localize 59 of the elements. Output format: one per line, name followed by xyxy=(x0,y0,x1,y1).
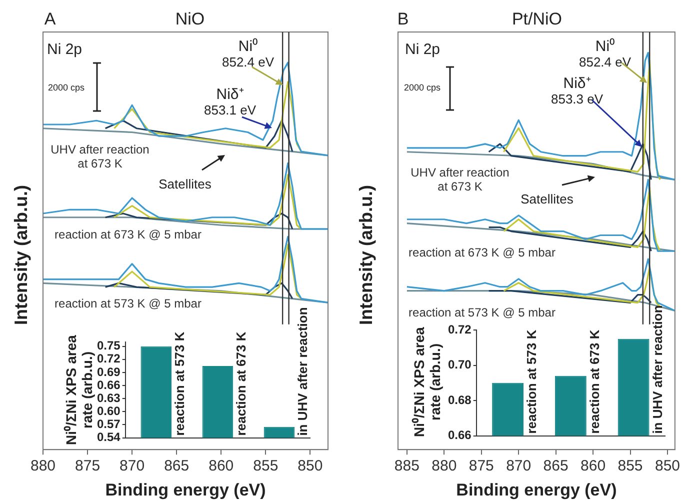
series-label: reaction at 573 K @ 5 mbar xyxy=(54,296,202,310)
text: B xyxy=(397,10,409,29)
x-tick-label: 855 xyxy=(253,458,278,475)
ref-line-label: Niδ⁺ 853.1 eV xyxy=(204,86,256,118)
x-tick-label: 860 xyxy=(580,458,606,475)
y-axis-title: Intensity (arb.u.) xyxy=(356,184,376,326)
x-tick-label: in UHV after reaction xyxy=(650,305,665,434)
annotation: Satellites xyxy=(520,192,574,207)
y-tick-label: 0.54 xyxy=(96,430,121,444)
series-label: UHV after reaction at 673 K xyxy=(50,142,150,170)
x-tick-label: 875 xyxy=(75,458,100,475)
series-label: reaction at 673 K @ 5 mbar xyxy=(408,245,556,260)
ref-line-label: Niδ⁺ 853.3 eV xyxy=(550,75,604,107)
annotation: Satellites xyxy=(158,176,212,192)
y-tick-label: 0.70 xyxy=(448,358,472,372)
y-axis-title: Ni⁰/ΣNi XPS area rate (arb.u.) xyxy=(410,326,443,437)
y-tick-label: 0.63 xyxy=(96,390,121,405)
ref-line-label: Ni⁰ 852.4 eV xyxy=(222,38,274,70)
x-tick-label: 860 xyxy=(208,458,234,475)
x-tick-label: 885 xyxy=(394,458,420,475)
y-tick-label: 0.57 xyxy=(96,417,121,432)
series-label: UHV after reaction at 673 K xyxy=(410,165,510,194)
x-tick-label: reaction at 573 K xyxy=(172,331,188,436)
y-axis-title: Ni⁰/ΣNi XPS area rate (arb.u.) xyxy=(62,334,95,445)
x-tick-label: 850 xyxy=(654,458,680,475)
x-tick-label: 855 xyxy=(618,458,643,475)
x-axis-title: Binding energy (eV) xyxy=(456,480,617,500)
y-tick-label: 0.60 xyxy=(96,404,121,418)
ref-line-label: Ni⁰ 852.4 eV xyxy=(578,38,632,70)
y-tick-label: 0.68 xyxy=(448,392,472,407)
series-label: reaction at 573 K @ 5 mbar xyxy=(408,305,556,320)
chart-title: NiO xyxy=(175,10,205,29)
series-label: reaction at 673 K @ 5 mbar xyxy=(54,227,202,242)
text: Ni 2p xyxy=(47,41,82,58)
annotation: Ni 2p xyxy=(405,41,440,58)
x-tick-label: reaction at 673 K xyxy=(586,329,602,434)
x-axis-title: Binding energy (eV) xyxy=(105,480,266,500)
y-tick-label: 0.72 xyxy=(96,352,121,366)
chart-title: Pt/NiO xyxy=(512,10,562,29)
x-tick-label: 865 xyxy=(164,458,190,475)
x-tick-label: 875 xyxy=(468,458,494,475)
x-tick-label: 850 xyxy=(298,458,323,475)
y-tick-label: 0.69 xyxy=(96,364,121,379)
x-tick-label: 865 xyxy=(543,458,568,475)
annotation: 2000 cps xyxy=(48,82,86,92)
x-tick-label: 880 xyxy=(432,458,457,475)
y-tick-label: 0.75 xyxy=(96,338,121,353)
x-tick-label: 880 xyxy=(30,458,56,475)
y-tick-label: 0.66 xyxy=(448,428,472,442)
text: A xyxy=(44,10,56,29)
y-tick-label: 0.66 xyxy=(96,378,121,392)
x-tick-label: in UHV after reaction xyxy=(295,307,310,436)
x-tick-label: 870 xyxy=(506,458,532,475)
x-tick-label: reaction at 673 K xyxy=(234,331,249,436)
y-axis-title: Intensity (arb.u.) xyxy=(10,184,31,326)
x-tick-label: reaction at 573 K xyxy=(524,329,540,434)
y-tick-label: 0.72 xyxy=(448,322,472,336)
annotation: 2000 cps xyxy=(404,82,442,92)
x-tick-label: 870 xyxy=(120,458,145,475)
